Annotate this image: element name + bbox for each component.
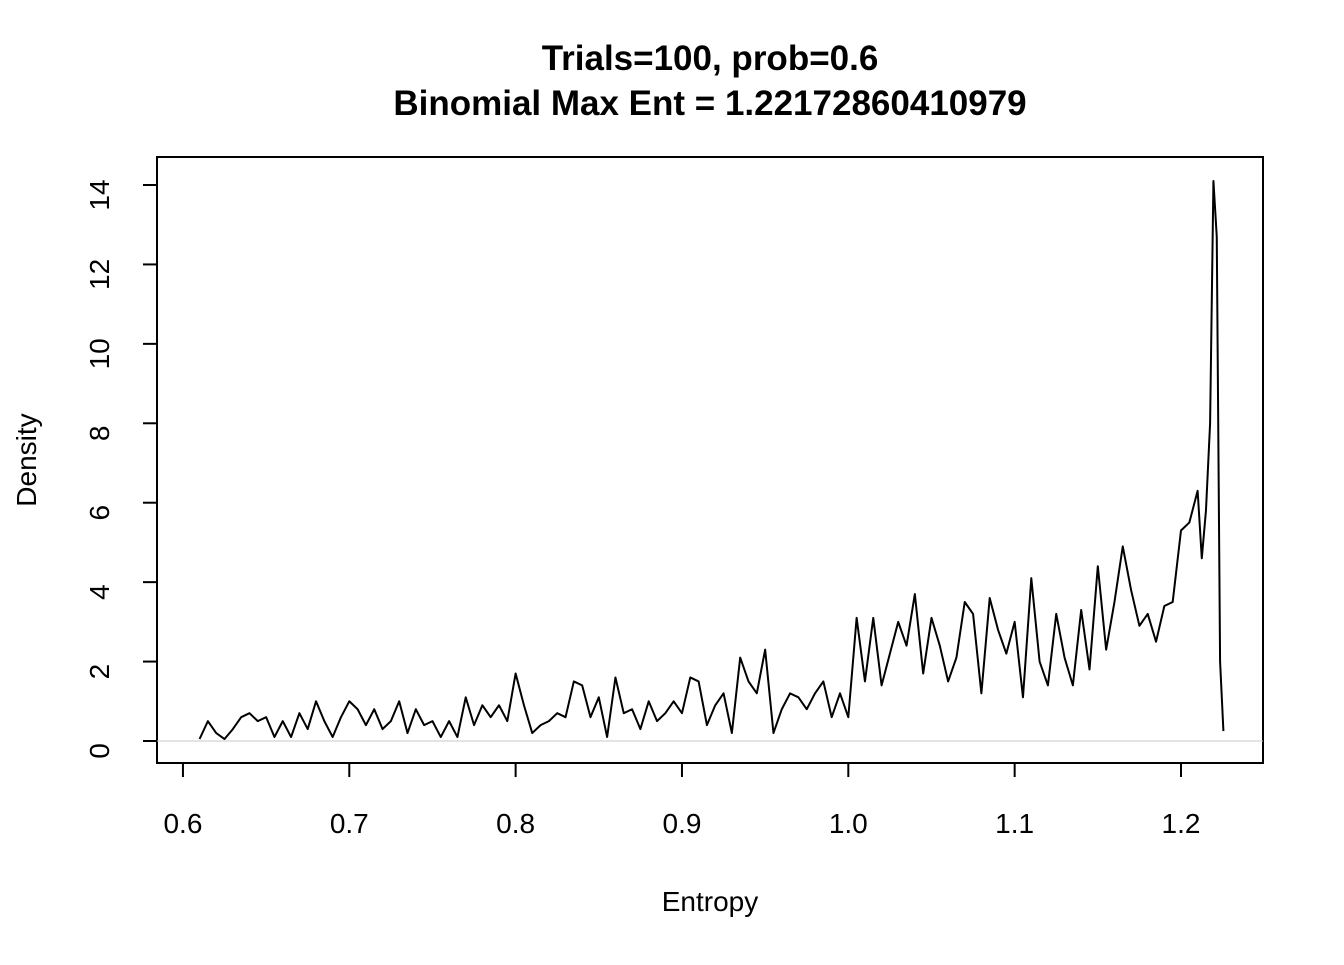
y-tick-label: 14: [84, 179, 115, 210]
x-tick-label: 0.9: [663, 808, 702, 839]
y-tick-label: 0: [84, 743, 115, 759]
x-tick-label: 0.6: [163, 808, 202, 839]
x-tick-label: 1.0: [829, 808, 868, 839]
chart-subtitle: Binomial Max Ent = 1.22172860410979: [393, 84, 1026, 123]
x-tick-label: 0.8: [496, 808, 535, 839]
y-tick-label: 8: [84, 425, 115, 441]
x-tick-label: 1.2: [1162, 808, 1201, 839]
y-tick-label: 12: [84, 259, 115, 290]
y-tick-label: 4: [84, 584, 115, 600]
chart-title: Trials=100, prob=0.6: [542, 39, 879, 78]
y-tick-label: 2: [84, 664, 115, 680]
density-line: [198, 180, 1225, 741]
y-tick-label: 6: [84, 505, 115, 521]
y-tick-label: 10: [84, 338, 115, 369]
y-axis-label: Density: [11, 413, 42, 506]
plot-frame: [156, 156, 1264, 764]
x-tick-label: 1.1: [995, 808, 1034, 839]
x-axis-label: Entropy: [662, 886, 759, 917]
x-tick-label: 0.7: [330, 808, 369, 839]
